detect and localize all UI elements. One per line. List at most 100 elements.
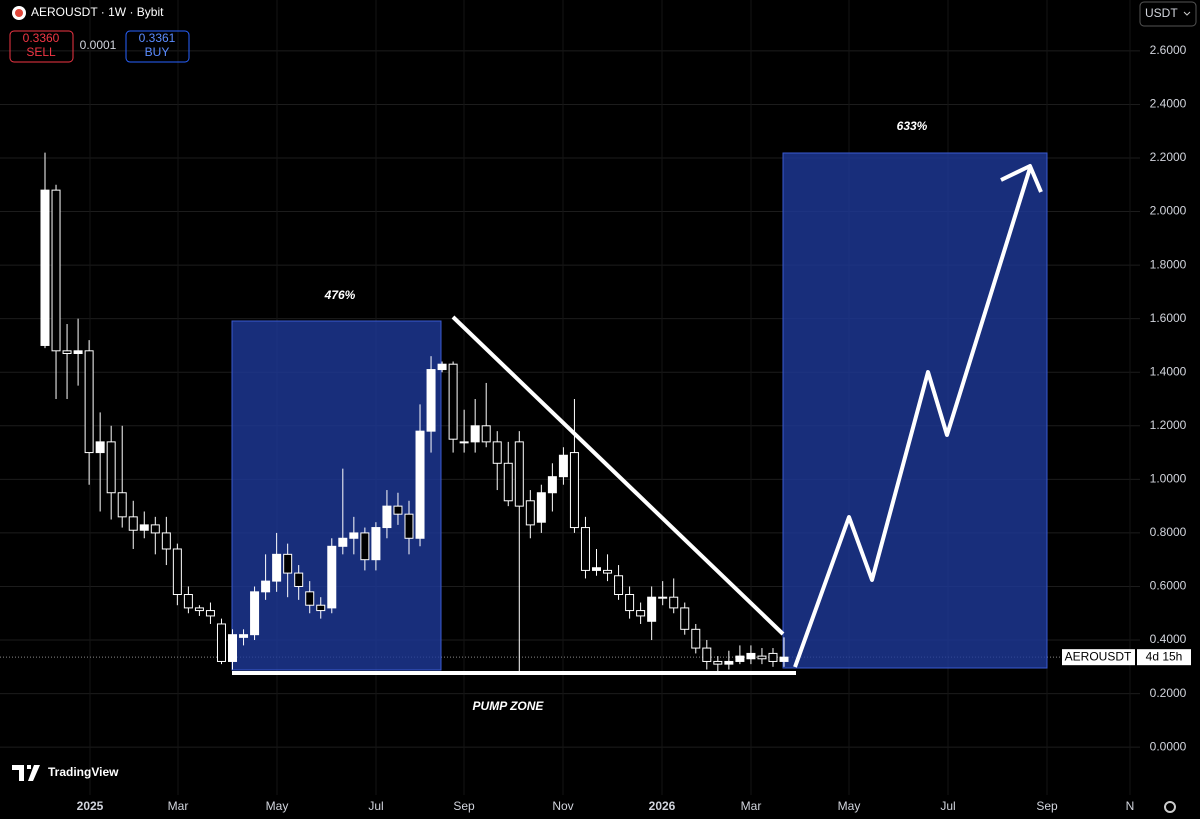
candle-body (73, 350, 83, 354)
candle-body (305, 591, 315, 606)
logo: TradingView (48, 765, 119, 779)
candle-body (51, 189, 61, 352)
candle-body (614, 575, 624, 596)
x-tick-label: Sep (453, 799, 475, 813)
candle-body (647, 596, 657, 622)
y-tick-label: 1.8000 (1150, 257, 1187, 271)
candle-body (161, 532, 171, 550)
y-tick-label: 1.2000 (1150, 418, 1187, 432)
candle-body (360, 532, 370, 561)
candle-body (592, 567, 601, 571)
candle-body (547, 476, 557, 494)
buy-label: BUY (145, 45, 170, 59)
x-tick-label: Sep (1036, 799, 1058, 813)
sell-button[interactable] (9, 30, 74, 63)
y-tick-label: 2.2000 (1150, 150, 1187, 164)
candle-body (768, 652, 778, 662)
candle-body (128, 516, 138, 531)
countdown-tag (1137, 649, 1191, 666)
candle-body (62, 350, 72, 354)
candle-body (393, 505, 403, 515)
y-tick-label: 0.2000 (1150, 686, 1187, 700)
currency: USDT (1145, 6, 1178, 20)
candle-body (713, 660, 723, 665)
candle-body (239, 634, 249, 638)
candle-body (294, 572, 304, 587)
x-tick-label: Mar (168, 799, 189, 813)
y-tick-label: 1.4000 (1150, 364, 1187, 378)
annotation: PUMP ZONE (473, 699, 545, 713)
annotation: 476% (324, 288, 356, 302)
candle-body (492, 441, 502, 464)
candle-body (150, 524, 160, 534)
candle-body (459, 441, 469, 444)
candle-body (117, 492, 127, 518)
candle-body (702, 647, 712, 662)
candle-body (216, 623, 226, 662)
candle-body (658, 596, 668, 599)
candle-body (625, 594, 635, 612)
sell-label: SELL (26, 45, 56, 59)
candle-body (349, 532, 359, 539)
candle-body (603, 569, 613, 574)
candle-body (757, 655, 767, 660)
y-tick-label: 1.6000 (1150, 311, 1187, 325)
symbol-icon (15, 9, 23, 17)
candle-body (735, 655, 745, 662)
candle-body (680, 607, 690, 630)
price-tag (1062, 649, 1135, 666)
candle-body (415, 430, 425, 539)
candle-body (426, 369, 436, 432)
candle-body (183, 594, 193, 609)
projection-arrow (793, 167, 1032, 668)
x-tick-label: Jul (940, 799, 955, 813)
candle-body (139, 524, 149, 531)
y-tick-label: 2.4000 (1150, 97, 1187, 111)
arrow-head (1000, 164, 1043, 193)
candle-body (525, 500, 535, 526)
y-tick-label: 0.0000 (1150, 739, 1187, 753)
candle-body (371, 527, 381, 561)
x-tick-label: Nov (552, 799, 573, 813)
trend-line (451, 315, 785, 636)
x-tick-label: 2025 (77, 799, 104, 813)
currency-select[interactable] (1139, 1, 1197, 27)
y-tick-label: 2.0000 (1150, 204, 1187, 218)
x-tick-label: Jul (368, 799, 383, 813)
candle-body (205, 610, 215, 617)
spread: 0.0001 (80, 38, 117, 52)
candle-body (106, 441, 116, 494)
candle-body (779, 656, 789, 662)
candle-body (338, 537, 348, 547)
candle-body (536, 492, 546, 523)
candle-body (272, 553, 282, 582)
caret (1183, 11, 1191, 16)
candle-body (514, 441, 524, 507)
candles (40, 152, 789, 673)
x-tick-label: Mar (741, 799, 762, 813)
candle-body (228, 634, 238, 662)
candle-body (250, 591, 260, 636)
settings-icon[interactable] (1164, 801, 1176, 813)
candle-body (580, 527, 590, 571)
symbol-title: AEROUSDT · 1W · Bybit (31, 5, 164, 19)
candle-body (746, 652, 756, 660)
y-tick-label: 0.6000 (1150, 579, 1187, 593)
candle-body (261, 580, 271, 593)
annotation: 633% (897, 119, 928, 133)
buy-button[interactable] (125, 30, 190, 63)
y-tick-label: 0.4000 (1150, 632, 1187, 646)
candle-body (84, 350, 94, 454)
candle-body (636, 610, 646, 617)
candle-body (448, 363, 458, 440)
sell-price: 0.3360 (23, 31, 60, 45)
candle-body (194, 607, 204, 612)
candle-body (691, 628, 701, 649)
candle-body (470, 425, 480, 443)
candle-body (669, 596, 679, 609)
price-tag-label: AEROUSDT (1065, 649, 1132, 663)
y-tick-label: 2.6000 (1150, 43, 1187, 57)
candle-body (569, 452, 579, 529)
candle-body (404, 513, 414, 539)
